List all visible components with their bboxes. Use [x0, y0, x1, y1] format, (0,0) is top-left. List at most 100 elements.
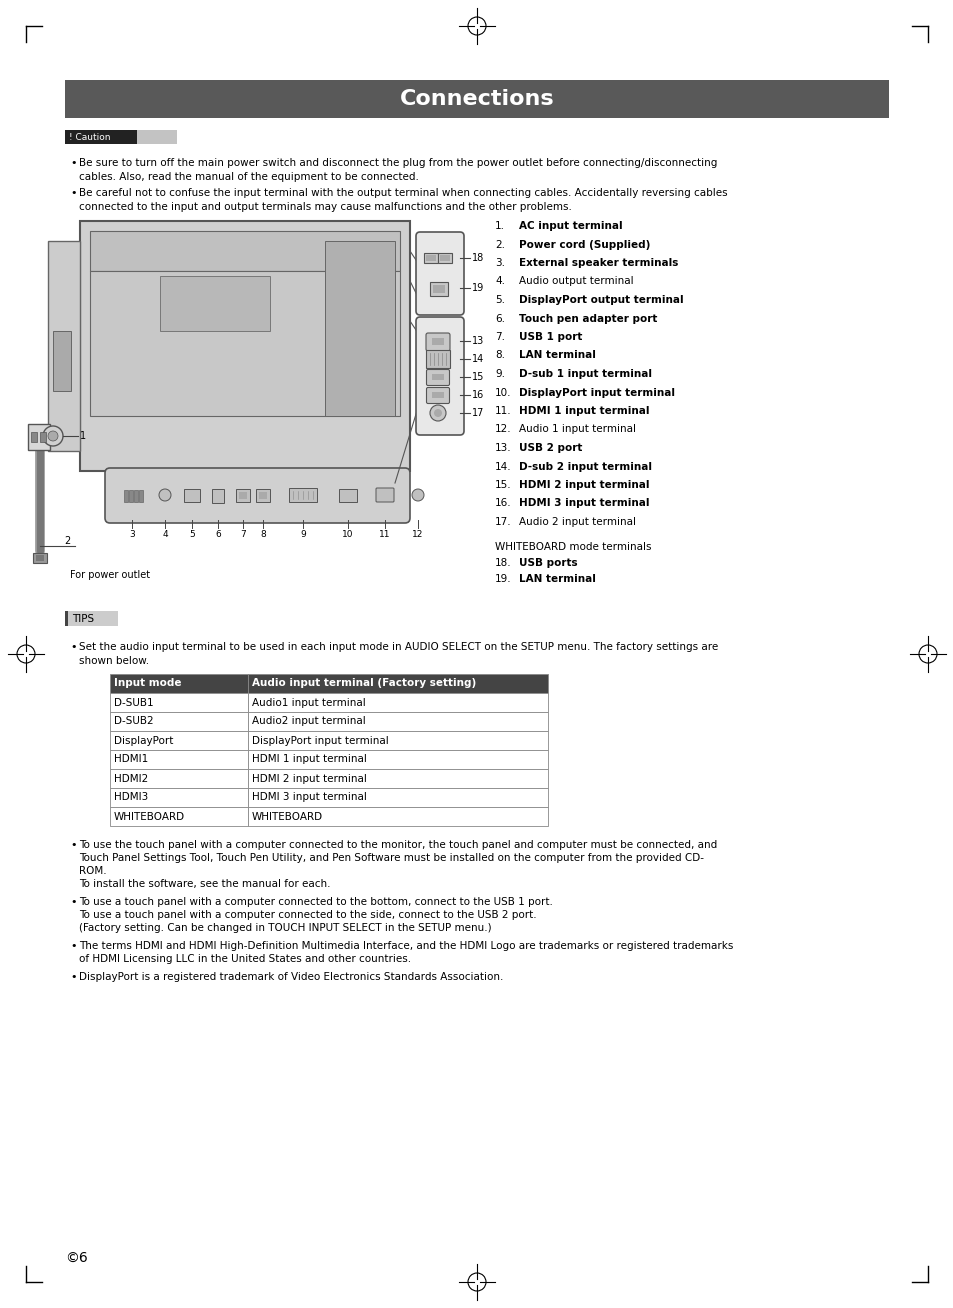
Text: DisplayPort is a registered trademark of Video Electronics Standards Association: DisplayPort is a registered trademark of…: [79, 972, 503, 982]
Text: 6.: 6.: [495, 314, 504, 323]
Text: Audio2 input terminal: Audio2 input terminal: [252, 717, 365, 726]
Text: TIPS: TIPS: [71, 613, 94, 624]
Text: •: •: [70, 972, 76, 982]
Text: cables. Also, read the manual of the equipment to be connected.: cables. Also, read the manual of the equ…: [79, 171, 418, 182]
Text: Audio 1 input terminal: Audio 1 input terminal: [518, 425, 636, 434]
Text: 14.: 14.: [495, 462, 511, 471]
FancyBboxPatch shape: [375, 488, 394, 502]
Text: HDMI1: HDMI1: [113, 755, 148, 764]
Bar: [28, 424, 50, 450]
Text: Touch pen adapter port: Touch pen adapter port: [518, 314, 657, 323]
Bar: [439, 255, 450, 262]
Bar: [40, 432, 46, 442]
Bar: [432, 374, 443, 381]
Text: •: •: [70, 642, 76, 651]
Text: Audio 2 input terminal: Audio 2 input terminal: [518, 517, 636, 527]
Bar: [338, 489, 356, 502]
Text: Audio input terminal (Factory setting): Audio input terminal (Factory setting): [252, 679, 476, 688]
Text: 12.: 12.: [495, 425, 511, 434]
Bar: [124, 490, 128, 502]
Bar: [110, 769, 248, 787]
Text: Set the audio input terminal to be used in each input mode in AUDIO SELECT on th: Set the audio input terminal to be used …: [79, 642, 718, 651]
FancyBboxPatch shape: [105, 468, 410, 523]
Text: 15: 15: [472, 371, 484, 382]
Text: DisplayPort output terminal: DisplayPort output terminal: [518, 296, 683, 305]
Text: D-sub 2 input terminal: D-sub 2 input terminal: [518, 462, 651, 471]
Bar: [248, 769, 547, 787]
Bar: [426, 255, 436, 262]
Text: HDMI2: HDMI2: [113, 773, 148, 783]
Text: Input mode: Input mode: [113, 679, 181, 688]
Text: Audio output terminal: Audio output terminal: [518, 276, 633, 286]
Text: (Factory setting. Can be changed in TOUCH INPUT SELECT in the SETUP menu.): (Factory setting. Can be changed in TOUC…: [79, 923, 491, 933]
Text: connected to the input and output terminals may cause malfunctions and the other: connected to the input and output termin…: [79, 201, 571, 212]
Text: 11.: 11.: [495, 405, 511, 416]
Text: DisplayPort: DisplayPort: [113, 735, 173, 746]
Text: DisplayPort input terminal: DisplayPort input terminal: [252, 735, 388, 746]
Text: D-SUB2: D-SUB2: [113, 717, 153, 726]
Text: Audio1 input terminal: Audio1 input terminal: [252, 697, 365, 708]
Bar: [139, 490, 143, 502]
Circle shape: [159, 489, 171, 501]
Bar: [426, 351, 450, 368]
Bar: [239, 492, 247, 498]
Text: The terms HDMI and HDMI High-Definition Multimedia Interface, and the HDMI Logo : The terms HDMI and HDMI High-Definition …: [79, 940, 733, 951]
Bar: [137, 129, 177, 144]
Bar: [248, 693, 547, 712]
Text: 12: 12: [412, 530, 423, 539]
Text: To install the software, see the manual for each.: To install the software, see the manual …: [79, 879, 330, 889]
Text: USB ports: USB ports: [518, 557, 577, 568]
Text: To use a touch panel with a computer connected to the bottom, connect to the USB: To use a touch panel with a computer con…: [79, 897, 553, 906]
Text: 1: 1: [80, 432, 86, 441]
Bar: [432, 392, 443, 398]
Text: External speaker terminals: External speaker terminals: [518, 258, 678, 268]
Bar: [90, 271, 399, 416]
FancyBboxPatch shape: [426, 334, 450, 351]
Text: 5: 5: [189, 530, 194, 539]
Text: 6: 6: [214, 530, 221, 539]
Text: •: •: [70, 158, 76, 167]
Text: HDMI 3 input terminal: HDMI 3 input terminal: [518, 498, 649, 509]
Bar: [248, 731, 547, 749]
Text: HDMI 1 input terminal: HDMI 1 input terminal: [252, 755, 367, 764]
Text: of HDMI Licensing LLC in the United States and other countries.: of HDMI Licensing LLC in the United Stat…: [79, 954, 411, 964]
Bar: [248, 674, 547, 693]
Bar: [289, 488, 316, 502]
Bar: [36, 555, 44, 561]
Text: 4: 4: [162, 530, 168, 539]
Bar: [65, 129, 137, 144]
Bar: [53, 331, 71, 391]
Text: 9.: 9.: [495, 369, 504, 379]
Text: 3.: 3.: [495, 258, 504, 268]
Text: Be careful not to confuse the input terminal with the output terminal when conne: Be careful not to confuse the input term…: [79, 188, 727, 198]
Text: 10.: 10.: [495, 387, 511, 398]
Bar: [248, 807, 547, 825]
Text: 15.: 15.: [495, 480, 511, 490]
Text: 8: 8: [260, 530, 266, 539]
Bar: [110, 674, 248, 693]
Text: 1.: 1.: [495, 221, 504, 232]
Text: 19: 19: [472, 283, 484, 293]
Text: HDMI 1 input terminal: HDMI 1 input terminal: [518, 405, 649, 416]
Bar: [133, 490, 138, 502]
Text: •: •: [70, 897, 76, 906]
Text: 11: 11: [379, 530, 391, 539]
Text: D-SUB1: D-SUB1: [113, 697, 153, 708]
Bar: [65, 611, 68, 627]
Circle shape: [412, 489, 423, 501]
Text: HDMI 3 input terminal: HDMI 3 input terminal: [252, 793, 367, 803]
Text: 14: 14: [472, 354, 484, 364]
Text: D-sub 1 input terminal: D-sub 1 input terminal: [518, 369, 651, 379]
FancyBboxPatch shape: [426, 369, 449, 386]
Bar: [90, 232, 399, 271]
Circle shape: [434, 409, 441, 417]
Bar: [325, 241, 395, 416]
Text: WHITEBOARD: WHITEBOARD: [252, 811, 323, 821]
FancyBboxPatch shape: [416, 317, 463, 436]
Text: USB 2 port: USB 2 port: [518, 443, 581, 453]
Text: 5.: 5.: [495, 296, 504, 305]
Bar: [160, 276, 270, 331]
Bar: [248, 787, 547, 807]
Text: 8.: 8.: [495, 351, 504, 361]
Text: 13.: 13.: [495, 443, 511, 453]
